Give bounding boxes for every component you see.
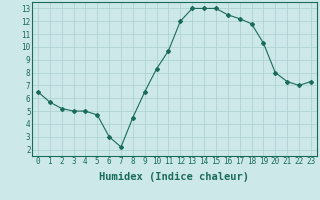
X-axis label: Humidex (Indice chaleur): Humidex (Indice chaleur) <box>100 172 249 182</box>
